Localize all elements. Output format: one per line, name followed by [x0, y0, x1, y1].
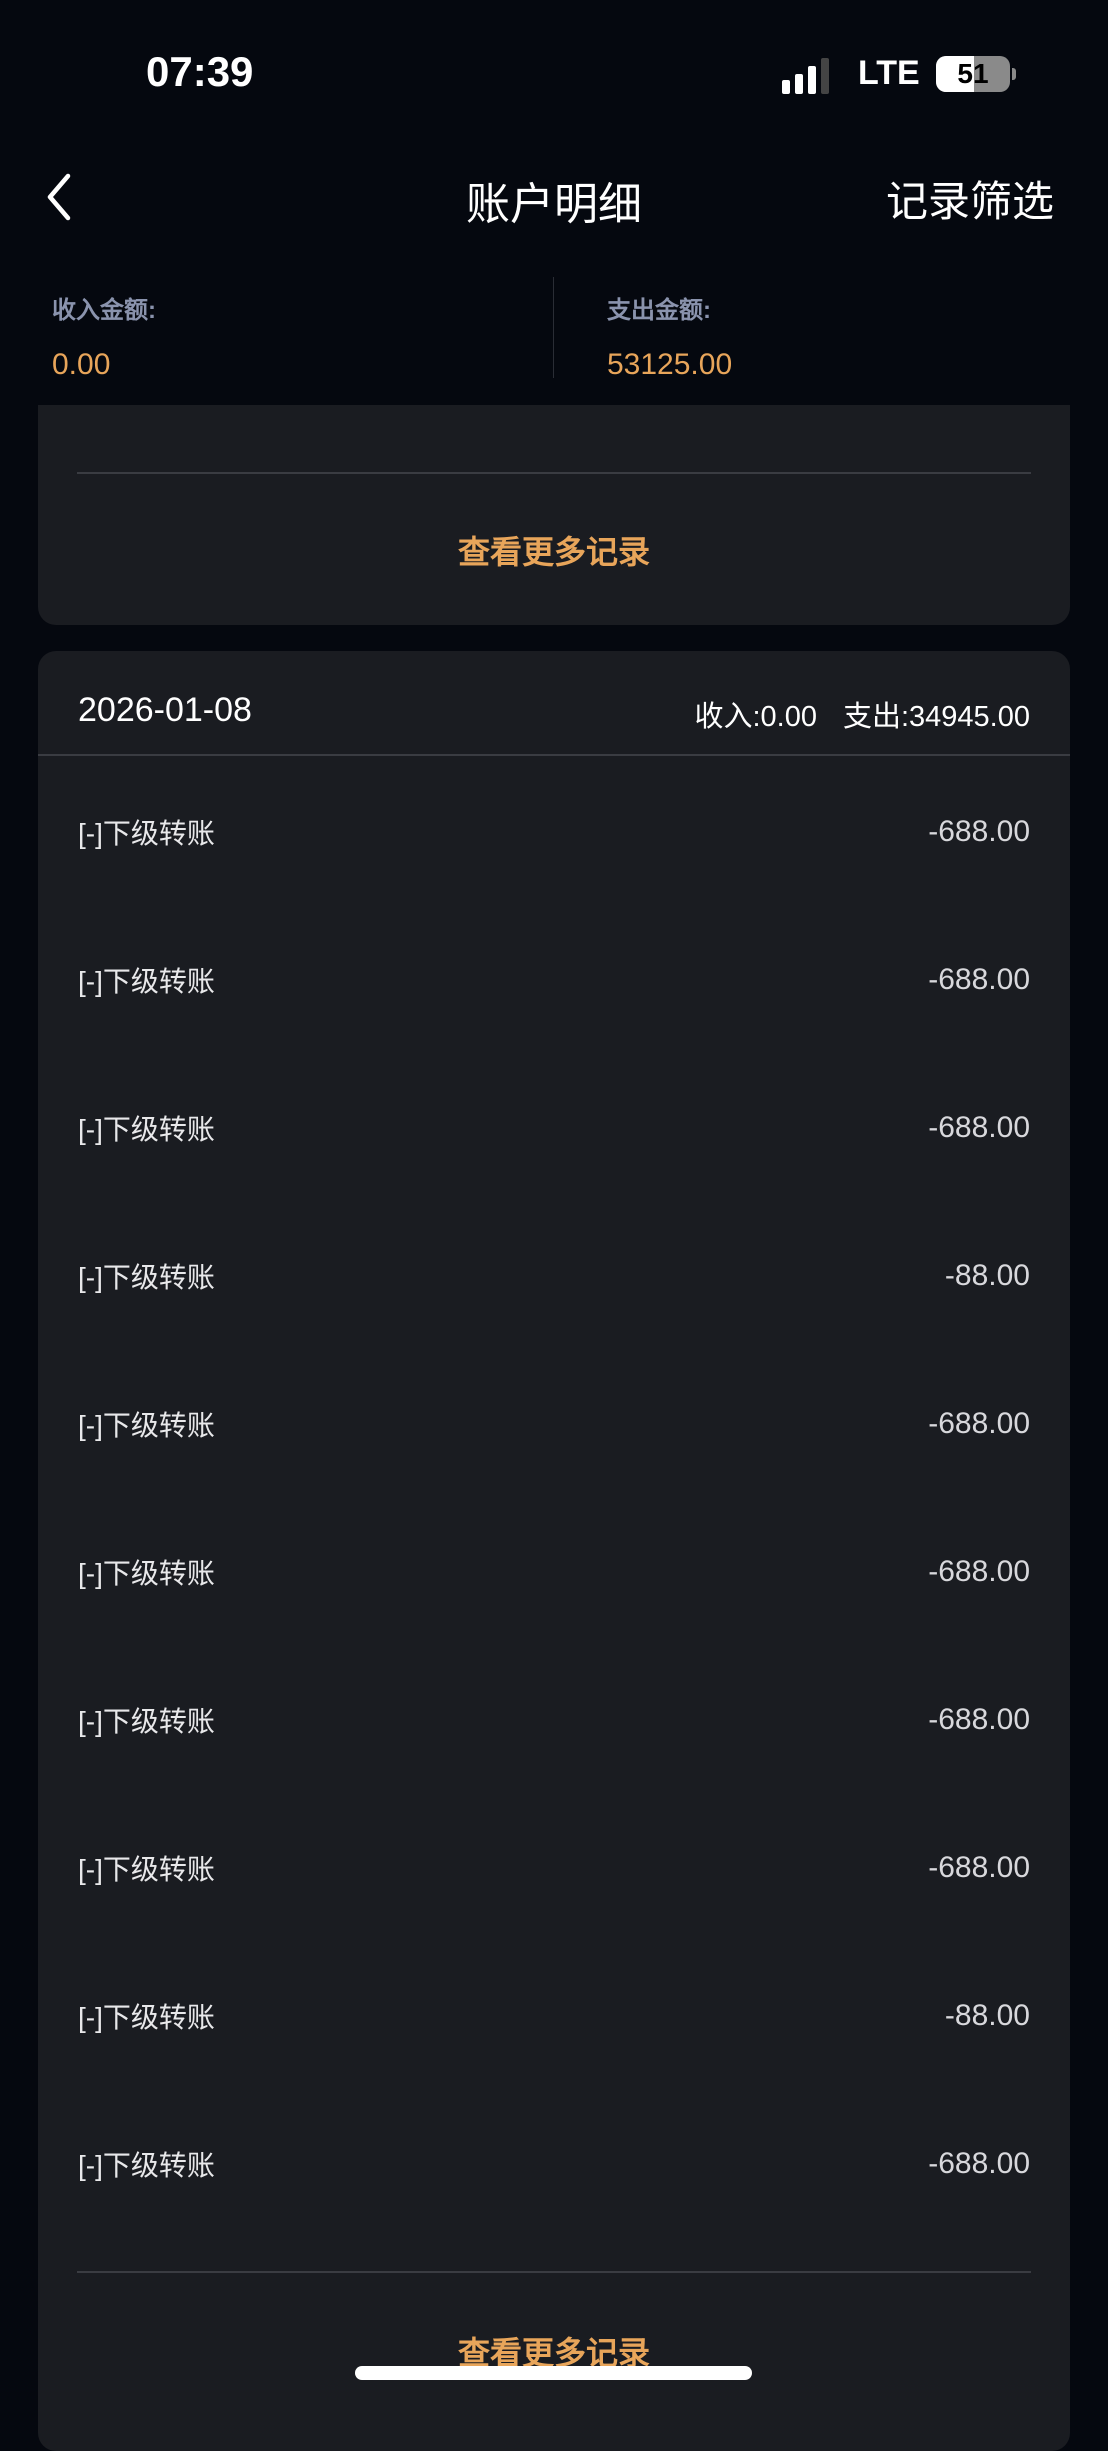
- transaction-row[interactable]: [-]下级转账 -688.00: [78, 1098, 1030, 1158]
- transaction-label: [-]下级转账: [78, 966, 215, 997]
- transaction-label: [-]下级转账: [78, 1558, 215, 1589]
- header-divider: [38, 754, 1070, 756]
- transaction-row[interactable]: [-]下级转账 -688.00: [78, 1394, 1030, 1454]
- transaction-row[interactable]: [-]下级转账 -88.00: [78, 1986, 1030, 2046]
- transaction-amount: -88.00: [944, 1999, 1030, 2032]
- divider: [77, 2271, 1031, 2273]
- transaction-amount: -688.00: [928, 815, 1030, 848]
- transaction-row[interactable]: [-]下级转账 -688.00: [78, 1838, 1030, 1898]
- transaction-amount: -88.00: [944, 1259, 1030, 1292]
- transaction-row[interactable]: [-]下级转账 -688.00: [78, 950, 1030, 1010]
- transaction-label: [-]下级转账: [78, 2150, 215, 2181]
- transaction-label: [-]下级转账: [78, 1262, 215, 1293]
- home-indicator[interactable]: [355, 2366, 752, 2380]
- transaction-label: [-]下级转账: [78, 1114, 215, 1145]
- page-title: 账户明细: [466, 180, 642, 229]
- transaction-label: [-]下级转账: [78, 818, 215, 849]
- transaction-amount: -688.00: [928, 1703, 1030, 1736]
- chevron-left-icon: [47, 173, 71, 221]
- transaction-row[interactable]: [-]下级转账 -688.00: [78, 2134, 1030, 2194]
- day-totals: 收入:0.00 支出:34945.00: [694, 693, 1030, 735]
- network-type: LTE: [858, 54, 920, 92]
- view-more-button[interactable]: 查看更多记录: [457, 534, 650, 570]
- day-income: 收入:0.00: [694, 701, 817, 733]
- battery-tip: [1012, 68, 1016, 80]
- back-button[interactable]: [40, 170, 84, 224]
- transaction-amount: -688.00: [928, 1555, 1030, 1588]
- view-more-button[interactable]: 查看更多记录: [457, 2335, 650, 2371]
- transaction-amount: -688.00: [928, 1111, 1030, 1144]
- summary-divider: [553, 277, 554, 378]
- status-time: 07:39: [146, 48, 254, 95]
- divider: [77, 472, 1031, 474]
- day-card: 2026-01-08 收入:0.00 支出:34945.00 [-]下级转账 -6…: [38, 651, 1070, 2451]
- transaction-label: [-]下级转账: [78, 2002, 215, 2033]
- previous-day-card: 查看更多记录: [38, 405, 1070, 625]
- day-date: 2026-01-08: [78, 691, 252, 729]
- income-label: 收入金额:: [52, 297, 156, 324]
- expense-label: 支出金额:: [607, 297, 711, 324]
- battery-level: 51: [957, 58, 989, 89]
- filter-button[interactable]: 记录筛选: [885, 178, 1054, 225]
- signal-icon: [782, 58, 829, 94]
- transaction-label: [-]下级转账: [78, 1854, 215, 1885]
- income-value: 0.00: [52, 348, 111, 381]
- transaction-label: [-]下级转账: [78, 1706, 215, 1737]
- transaction-amount: -688.00: [928, 1407, 1030, 1440]
- transaction-row[interactable]: [-]下级转账 -688.00: [78, 1690, 1030, 1750]
- transaction-amount: -688.00: [928, 963, 1030, 996]
- day-expense: 支出:34945.00: [842, 701, 1030, 733]
- expense-value: 53125.00: [607, 348, 733, 381]
- transaction-amount: -688.00: [928, 1851, 1030, 1884]
- transaction-row[interactable]: [-]下级转账 -688.00: [78, 802, 1030, 862]
- transaction-row[interactable]: [-]下级转账 -688.00: [78, 1542, 1030, 1602]
- transaction-label: [-]下级转账: [78, 1410, 215, 1441]
- transaction-row[interactable]: [-]下级转账 -88.00: [78, 1246, 1030, 1306]
- battery-icon: 51: [936, 56, 1010, 92]
- transaction-amount: -688.00: [928, 2147, 1030, 2180]
